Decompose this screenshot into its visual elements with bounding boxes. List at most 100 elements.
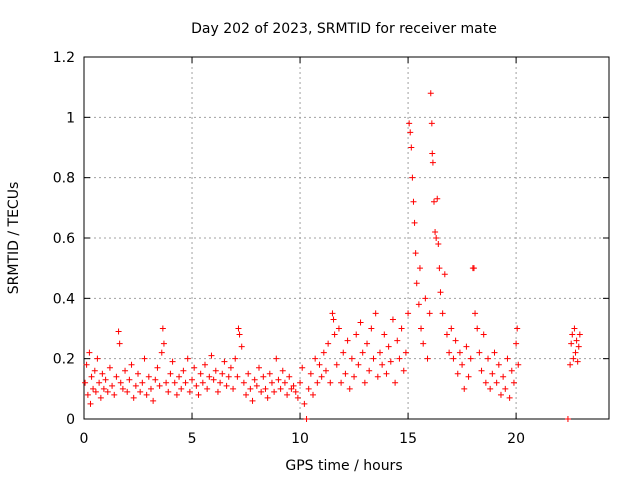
data-point [240,379,247,386]
y-axis-label: SRMTID / TECUs [6,182,22,295]
data-point [410,198,417,205]
data-point [409,174,416,181]
data-point [450,355,457,362]
data-point [576,331,583,338]
data-point [271,388,278,395]
data-point [191,364,198,371]
data-point [415,301,422,308]
data-point [487,385,494,392]
data-point [368,325,375,332]
data-point [256,364,262,371]
data-point [493,379,500,386]
data-point [407,129,414,136]
data-point [394,337,401,344]
data-point [230,385,237,392]
data-point [312,355,319,362]
data-point [467,355,474,362]
data-point [147,385,154,392]
data-point [396,355,403,362]
data-point [495,361,502,368]
data-point [119,385,126,392]
data-point [90,385,97,392]
data-point [176,373,183,380]
data-point [405,310,412,317]
data-point [234,373,241,380]
data-point [376,349,383,356]
grid [84,57,609,419]
data-point [92,388,99,395]
data-point [111,391,118,398]
data-points [82,90,583,422]
y-tick-label: 0.8 [53,171,75,187]
data-point [307,370,314,377]
data-point [434,195,441,202]
data-point [340,349,347,356]
y-tick-label: 1.2 [53,50,75,66]
data-point [238,343,245,350]
data-point [379,361,386,368]
data-point [497,391,504,398]
data-point [83,361,90,368]
data-point [82,379,89,386]
data-point [201,361,208,368]
data-point [504,355,511,362]
data-point [284,391,291,398]
data-point [420,340,427,347]
data-point [476,349,483,356]
data-point [429,159,436,166]
data-point [355,361,362,368]
data-point [171,379,178,386]
data-point [99,370,106,377]
data-point [480,331,487,338]
data-point [456,349,463,356]
data-point [117,379,124,386]
y-tick-label: 0 [66,412,75,428]
data-point [474,325,481,332]
data-point [251,376,258,383]
x-tick-label: 5 [188,431,197,447]
x-tick-label: 10 [291,431,309,447]
data-point [314,379,321,386]
data-point [327,379,334,386]
data-point [223,382,230,389]
data-point [86,349,93,356]
data-point [400,367,407,374]
data-point [193,382,200,389]
data-point [573,337,580,344]
data-point [575,343,582,350]
data-point [461,385,468,392]
data-point [435,241,442,248]
data-point [359,349,366,356]
data-point [126,376,133,383]
data-point [574,358,581,365]
data-point [290,382,297,389]
data-point [277,385,284,392]
data-point [381,331,388,338]
data-point [94,355,101,362]
data-point [318,373,325,380]
data-point [431,198,437,205]
data-point [472,310,479,317]
data-point [221,358,228,365]
data-point [372,310,379,317]
data-point [424,355,431,362]
data-point [236,331,243,338]
data-point [247,385,254,392]
data-point [264,394,271,401]
data-point [478,367,485,374]
data-point [465,373,472,380]
data-point [165,388,172,395]
data-point [426,310,433,317]
data-point [219,370,226,377]
data-point [342,370,349,377]
data-point [316,361,323,368]
data-point [197,370,204,377]
data-point [514,325,521,332]
data-point [470,265,477,272]
data-point [184,355,191,362]
data-point [402,349,409,356]
data-point [145,373,152,380]
data-point [571,325,578,332]
y-tick-label: 0.6 [53,231,75,247]
data-point [385,343,392,350]
